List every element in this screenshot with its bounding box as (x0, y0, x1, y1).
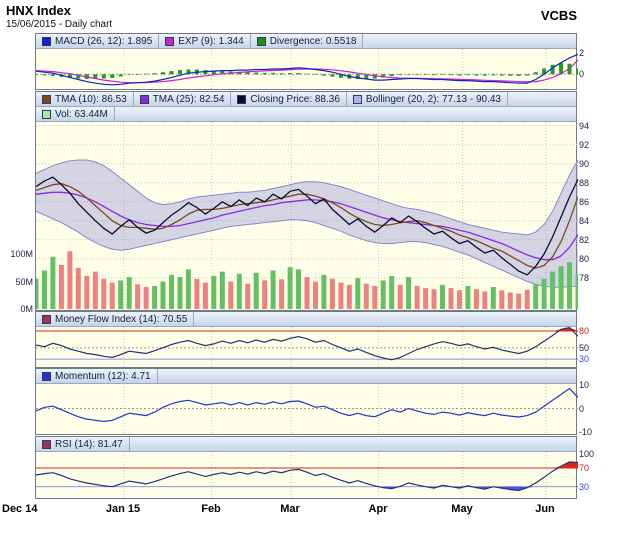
mfi-line (36, 327, 578, 361)
y-axis-label: 80 (579, 254, 590, 264)
legend-label: RSI (14): 81.47 (55, 438, 123, 450)
momentum-line (36, 387, 578, 423)
macd-panel: MACD (26, 12): 1.895 EXP (9): 1.344 Diverg… (35, 33, 578, 90)
momentum-panel: Momentum (12): 4.71 (35, 368, 578, 435)
legend-item-macd-1: EXP (9): 1.344 (159, 34, 251, 48)
momentum-plot-area[interactable] (36, 384, 578, 434)
legend-label: Bollinger (20, 2): 77.13 - 90.43 (365, 93, 501, 105)
rsi-overbought-fill (36, 461, 578, 468)
y-axis-label: 2 (579, 48, 585, 58)
legend-item-macd-0: MACD (26, 12): 1.895 (36, 34, 160, 48)
mfi-legend-row: Money Flow Index (14): 70.55 (36, 312, 576, 327)
legend-swatch-icon (42, 314, 51, 324)
legend-label: TMA (10): 86.53 (55, 93, 127, 105)
y-axis-label: 0 (579, 404, 585, 414)
legend-label: MACD (26, 12): 1.895 (55, 35, 153, 47)
volume-bars (36, 251, 578, 310)
volume-axis-label: 100M (10, 249, 33, 259)
rsi-line (36, 461, 578, 492)
legend-label: Vol: 63.44M (55, 108, 108, 120)
bollinger-upper-line (36, 159, 578, 236)
legend-item-mfi-0: Money Flow Index (14): 70.55 (36, 312, 195, 326)
legend-swatch-icon (256, 36, 266, 46)
legend-label: EXP (9): 1.344 (178, 35, 244, 47)
legend-swatch-icon (42, 371, 51, 381)
y-axis-label: 94 (579, 121, 590, 131)
price-panel: TMA (10): 86.53 TMA (25): 82.54 Closing Pr… (35, 91, 578, 311)
y-axis-label: 80 (579, 326, 590, 336)
volume-axis-label: 0M (20, 304, 33, 314)
legend-swatch-icon (352, 94, 362, 104)
x-axis-label: Mar (280, 503, 300, 515)
legend-swatch-icon (42, 94, 51, 104)
mfi-overbought-fill (36, 327, 578, 331)
rsi-plot-area[interactable] (36, 452, 578, 498)
y-axis-label: 88 (579, 178, 590, 188)
mfi-plot-area[interactable] (36, 327, 578, 367)
y-axis-label: 70 (579, 463, 590, 473)
tma25-line (36, 191, 578, 261)
legend-item-momentum-0: Momentum (12): 4.71 (36, 369, 158, 383)
x-axis-label: May (451, 503, 473, 515)
x-axis-label: Jan 15 (105, 503, 141, 515)
price-plot-area[interactable] (36, 122, 578, 310)
macd-plot-area[interactable] (36, 49, 578, 89)
legend-item-main_row1-3: Bollinger (20, 2): 77.13 - 90.43 (347, 92, 508, 106)
legend-item-main_row1-1: TMA (25): 82.54 (134, 92, 232, 106)
y-axis-label: 86 (579, 197, 590, 207)
rsi-legend-row: RSI (14): 81.47 (36, 437, 576, 452)
legend-swatch-icon (42, 439, 51, 449)
y-axis-label: 90 (579, 159, 590, 169)
legend-label: TMA (25): 82.54 (152, 93, 225, 105)
x-axis-label: Feb (201, 503, 221, 515)
page-title: HNX Index (6, 3, 72, 18)
y-axis-label: 30 (579, 354, 590, 364)
legend-item-main_row2-0: Vol: 63.44M (36, 107, 115, 121)
mfi-panel: Money Flow Index (14): 70.55 (35, 311, 578, 368)
legend-item-rsi-0: RSI (14): 81.47 (36, 437, 130, 451)
y-axis-label: 84 (579, 216, 590, 226)
y-axis-label: 100 (579, 449, 595, 459)
closing-price-line (36, 176, 578, 276)
legend-swatch-icon (165, 36, 175, 46)
x-axis-label: Jun (535, 503, 555, 515)
legend-label: Money Flow Index (14): 70.55 (55, 313, 188, 325)
momentum-legend-row: Momentum (12): 4.71 (36, 369, 576, 384)
price-legend-row: TMA (10): 86.53 TMA (25): 82.54 Closing Pr… (36, 92, 576, 107)
y-axis-label: 50 (579, 343, 590, 353)
y-axis-label: -10 (579, 427, 593, 437)
bollinger-band (36, 159, 578, 288)
volume-axis-label: 50M (15, 277, 33, 287)
legend-swatch-icon (42, 109, 51, 119)
x-axis-label: Dec 14 (2, 503, 38, 515)
legend-label: Divergence: 0.5518 (269, 35, 357, 47)
y-axis-label: 30 (579, 482, 590, 492)
legend-swatch-icon (42, 36, 51, 46)
y-axis-label: 78 (579, 273, 590, 283)
y-axis-label: 82 (579, 235, 590, 245)
exp-signal-line (36, 59, 578, 84)
legend-label: Closing Price: 88.36 (250, 93, 340, 105)
bollinger-lower-line (36, 210, 578, 288)
y-axis-label: 0 (579, 69, 585, 79)
rsi-panel: RSI (14): 81.47 (35, 436, 578, 499)
macd-legend-row: MACD (26, 12): 1.895 EXP (9): 1.344 Diverg… (36, 34, 576, 49)
legend-item-macd-2: Divergence: 0.5518 (251, 34, 364, 48)
legend-swatch-icon (237, 94, 247, 104)
legend-item-main_row1-0: TMA (10): 86.53 (36, 92, 134, 106)
brand-logo: VCBS (540, 8, 577, 23)
y-axis-label: 10 (579, 380, 590, 390)
chart-date-subtitle: 15/06/2015 - Daily chart (6, 19, 113, 30)
legend-item-main_row1-2: Closing Price: 88.36 (231, 92, 347, 106)
tma10-line (36, 183, 578, 269)
price-legend-row: Vol: 63.44M (36, 107, 576, 122)
y-axis-label: 92 (579, 140, 590, 150)
macd-divergence-histogram (36, 63, 578, 79)
legend-label: Momentum (12): 4.71 (55, 370, 151, 382)
macd-line (36, 53, 578, 86)
x-axis-label: Apr (368, 503, 388, 515)
legend-swatch-icon (139, 94, 149, 104)
